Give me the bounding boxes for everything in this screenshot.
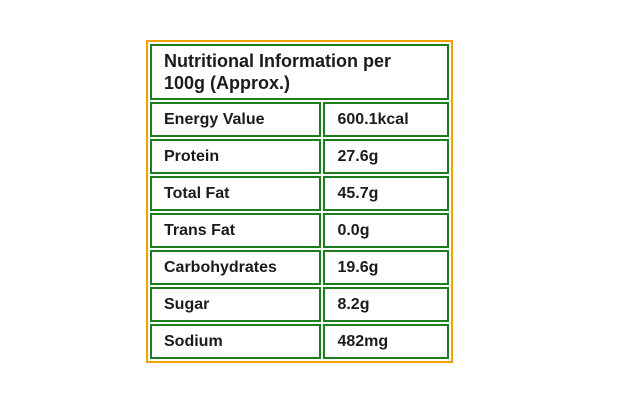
table-row: Trans Fat 0.0g: [150, 213, 449, 248]
nutrient-label: Energy Value: [150, 102, 322, 137]
nutrient-label: Sugar: [150, 287, 322, 322]
table-row: Total Fat 45.7g: [150, 176, 449, 211]
nutrition-rows: Energy Value 600.1kcal Protein 27.6g Total F…: [150, 102, 449, 359]
nutrition-table-header: Nutritional Information per 100g (Approx…: [150, 44, 449, 100]
nutrient-value: 45.7g: [323, 176, 449, 211]
nutrient-value: 8.2g: [323, 287, 449, 322]
nutrient-label: Total Fat: [150, 176, 322, 211]
nutrient-label: Carbohydrates: [150, 250, 322, 285]
nutrient-value: 27.6g: [323, 139, 449, 174]
nutrient-value: 0.0g: [323, 213, 449, 248]
table-row: Sodium 482mg: [150, 324, 449, 359]
nutrient-label: Trans Fat: [150, 213, 322, 248]
nutrient-value: 482mg: [323, 324, 449, 359]
nutrition-table: Nutritional Information per 100g (Approx…: [146, 40, 453, 363]
nutrient-value: 600.1kcal: [323, 102, 449, 137]
table-row: Protein 27.6g: [150, 139, 449, 174]
nutrient-label: Protein: [150, 139, 322, 174]
table-row: Energy Value 600.1kcal: [150, 102, 449, 137]
nutrient-label: Sodium: [150, 324, 322, 359]
table-row: Carbohydrates 19.6g: [150, 250, 449, 285]
table-title: Nutritional Information per 100g (Approx…: [150, 44, 449, 100]
table-row: Sugar 8.2g: [150, 287, 449, 322]
nutrient-value: 19.6g: [323, 250, 449, 285]
header-row: Nutritional Information per 100g (Approx…: [150, 44, 449, 100]
